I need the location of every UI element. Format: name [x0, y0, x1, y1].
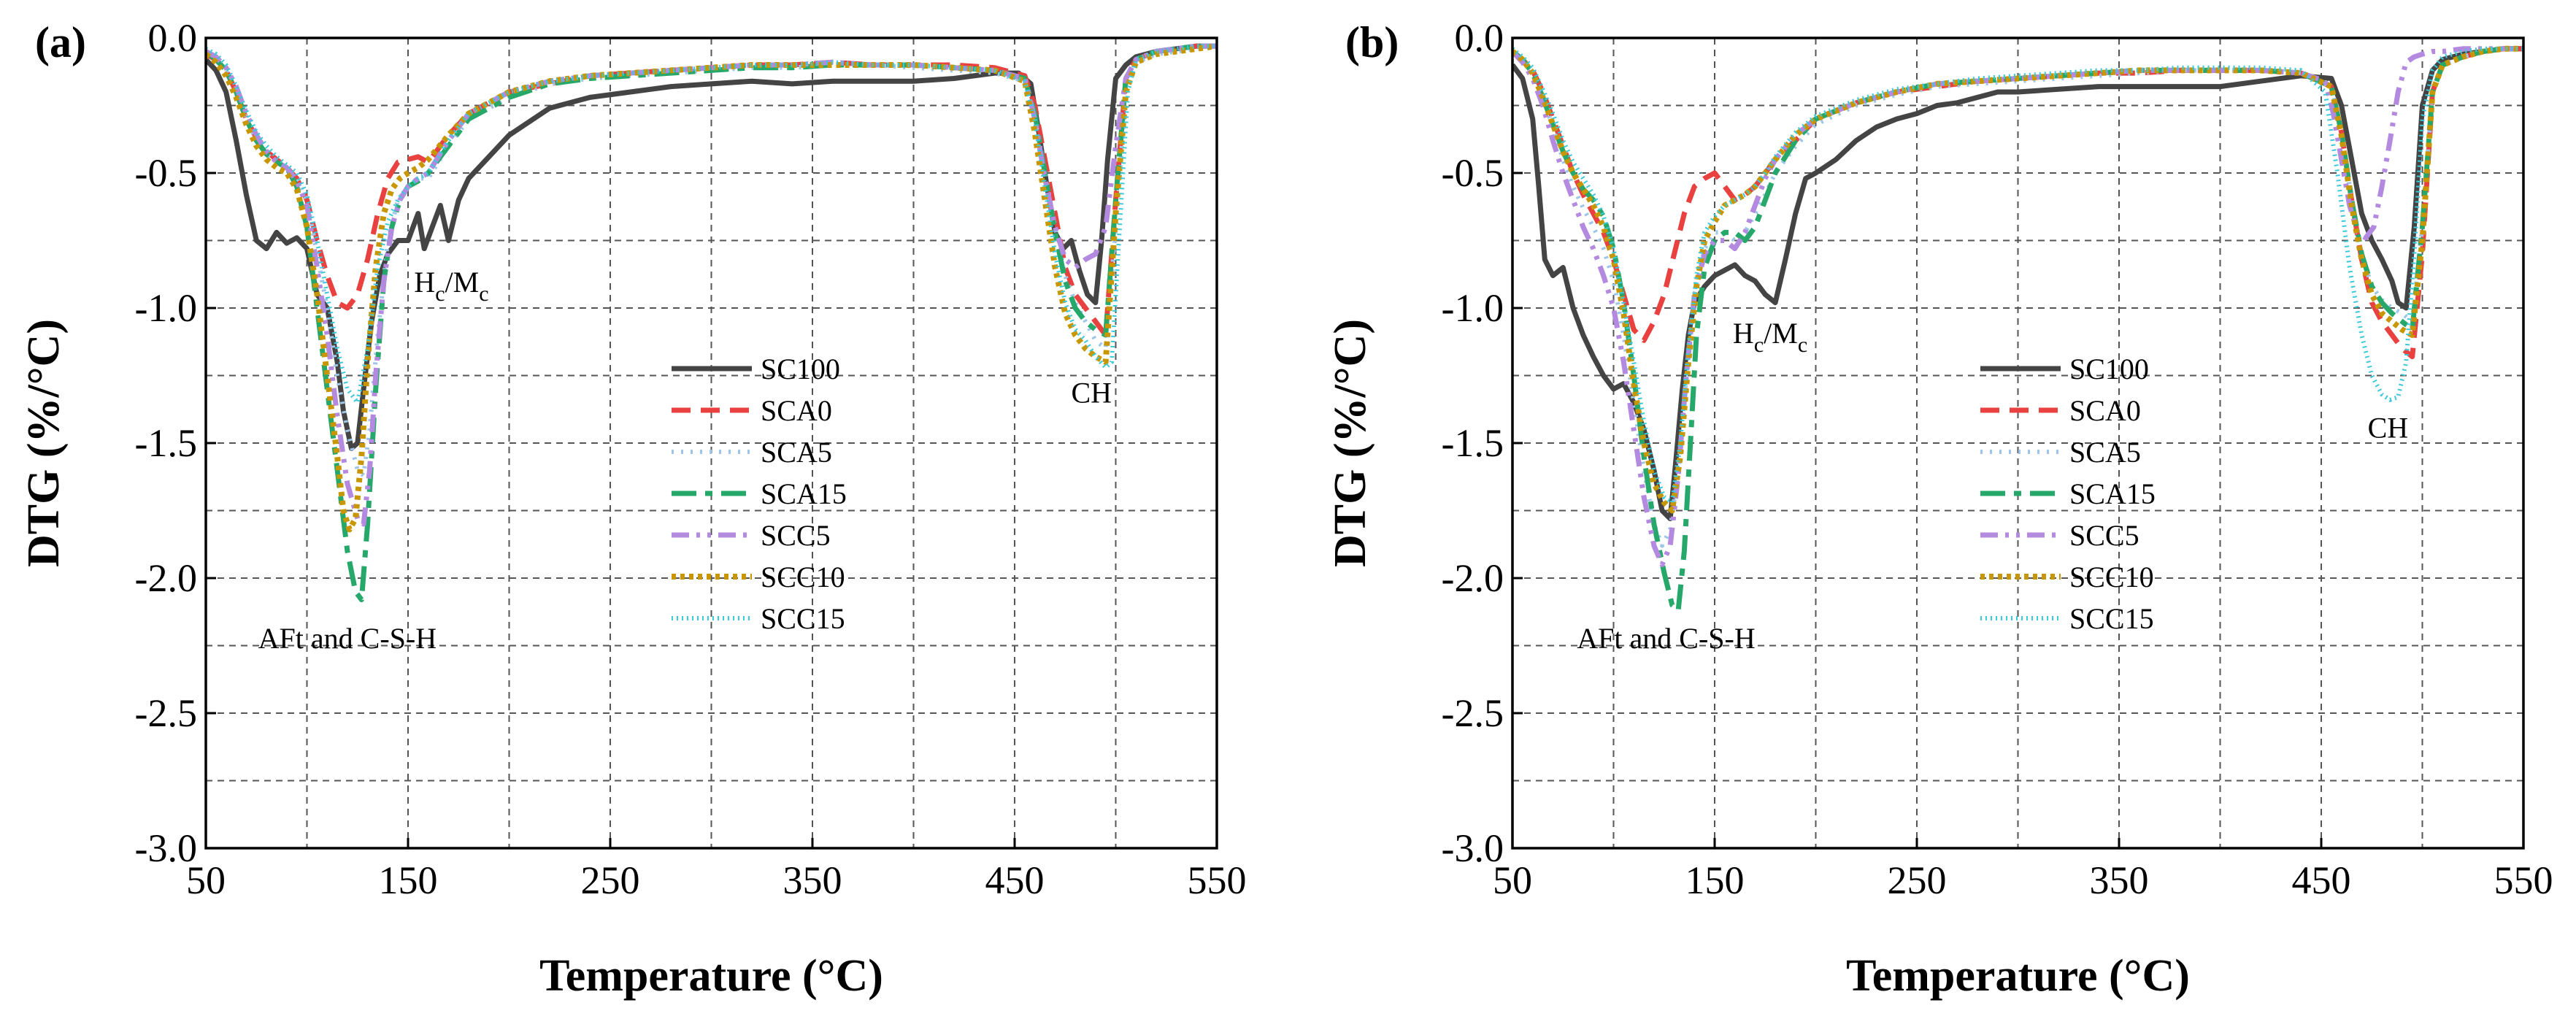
series-line-scc10 [206, 43, 1217, 533]
annotation-part: c [1798, 333, 1807, 357]
annotation-ch: CH [2368, 412, 2409, 445]
panel-label: (a) [35, 18, 86, 66]
x-tick-label: 50 [186, 858, 226, 902]
annotation-ch: CH [1071, 377, 1112, 409]
series-line-sca5 [206, 44, 1217, 478]
x-axis-title: Temperature (°C) [539, 951, 883, 1001]
series-group [206, 43, 1217, 603]
y-tick-label: -0.5 [1442, 151, 1504, 195]
annotation-part: c [435, 282, 445, 306]
x-tick-label: 550 [2494, 858, 2553, 902]
y-tick-label: -1.5 [135, 421, 197, 465]
y-tick-label: 0.0 [148, 16, 198, 60]
annotation-hc-mc: Hc/Mc [414, 266, 488, 306]
chart-panel-a: 50 150 250 350 450 550 0.0 -0.5 -1.0 -1.5 -2.0 -2.5… [19, 16, 1247, 1001]
x-tick-label: 450 [2292, 858, 2351, 902]
x-tick-label: 250 [1888, 858, 1947, 902]
legend-label-sc100: SC100 [761, 353, 840, 385]
legend-label-sca15: SCA15 [761, 477, 847, 510]
series-line-sca15 [206, 43, 1217, 603]
legend-label-sca5: SCA5 [2069, 436, 2141, 469]
annotation-part: H [1733, 317, 1754, 350]
annotation-part: c [1754, 333, 1764, 357]
x-tick-label: 150 [1685, 858, 1745, 902]
series-line-scc5 [1512, 46, 2523, 567]
y-tick-label: -2.0 [1442, 556, 1504, 600]
x-axis-title: Temperature (°C) [1846, 951, 2190, 1001]
legend: SC100 SCA0 SCA5 SCA15 SCC5 SCC10 SCC15 [1980, 353, 2156, 635]
legend-label-scc5: SCC5 [761, 519, 831, 552]
y-tick-label: -1.5 [1442, 421, 1504, 465]
y-tick-label: -3.0 [135, 826, 197, 870]
y-tick-label: -2.0 [135, 556, 197, 600]
series-line-sc100 [1512, 46, 2523, 522]
y-tick-label: -3.0 [1442, 826, 1504, 870]
legend-label-sca0: SCA0 [2069, 394, 2141, 427]
legend-label-scc15: SCC15 [761, 602, 845, 635]
x-tick-label: 250 [581, 858, 640, 902]
legend: SC100 SCA0 SCA5 SCA15 SCC5 SCC10 SCC15 [672, 353, 847, 635]
annotation-aft-csh: AFt and C-S-H [258, 622, 437, 655]
series-line-scc15 [1512, 46, 2523, 505]
series-line-scc10 [1512, 45, 2523, 514]
chart-panel-b: 50 150 250 350 450 550 0.0 -0.5 -1.0 -1.5 -2.0 -2.5… [1326, 16, 2553, 1001]
legend-label-scc5: SCC5 [2069, 519, 2139, 552]
y-axis-title: DTG (%/°C) [1326, 319, 1375, 567]
legend-label-sca15: SCA15 [2069, 477, 2156, 510]
legend-label-sca0: SCA0 [761, 394, 832, 427]
series-line-sc100 [206, 43, 1217, 451]
x-tick-label: 150 [379, 858, 438, 902]
panel-label: (b) [1345, 18, 1399, 66]
annotation-part: /M [445, 266, 480, 299]
y-tick-label: -1.0 [1442, 286, 1504, 330]
y-tick-label: -0.5 [135, 151, 197, 195]
x-tick-label: 350 [2090, 858, 2149, 902]
annotation-part: H [414, 266, 435, 299]
legend-label-scc10: SCC10 [2069, 561, 2154, 593]
legend-label-scc10: SCC10 [761, 561, 845, 593]
y-axis-title: DTG (%/°C) [19, 319, 69, 567]
legend-label-scc15: SCC15 [2069, 602, 2154, 635]
legend-label-sca5: SCA5 [761, 436, 832, 469]
x-tick-label: 550 [1188, 858, 1247, 902]
legend-label-sc100: SC100 [2069, 353, 2149, 385]
y-tick-label: -2.5 [1442, 691, 1504, 735]
y-tick-label: -2.5 [135, 691, 197, 735]
annotation-aft-csh: AFt and C-S-H [1577, 622, 1755, 655]
annotation-hc-mc: Hc/Mc [1733, 317, 1807, 357]
annotation-part: c [479, 282, 488, 306]
x-tick-label: 450 [985, 858, 1045, 902]
series-group [1512, 45, 2523, 613]
annotation-part: /M [1764, 317, 1798, 350]
y-tick-label: 0.0 [1455, 16, 1504, 60]
x-tick-label: 350 [783, 858, 842, 902]
series-line-scc5 [206, 43, 1217, 527]
y-tick-label: -1.0 [135, 286, 197, 330]
x-tick-label: 50 [1493, 858, 1532, 902]
